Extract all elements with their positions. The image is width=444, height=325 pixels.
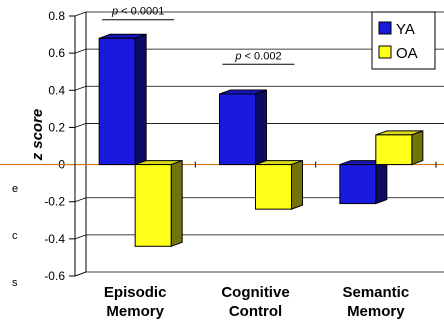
gridline-depth	[74, 197, 87, 203]
bar-side-face	[170, 159, 183, 247]
significance-label: p < 0.0001	[111, 6, 164, 18]
gridline-depth	[74, 48, 87, 54]
bar-oa-0	[134, 159, 183, 247]
bar-side-face	[291, 159, 303, 210]
edge-text-fragment: e	[12, 183, 18, 195]
legend-label-ya: YA	[396, 21, 415, 38]
gridline-depth	[74, 234, 87, 240]
legend-swatch-oa	[378, 45, 392, 59]
y-tick-label: -0.6	[44, 269, 65, 283]
y-tick-label: -0.4	[44, 232, 65, 246]
legend-swatch-ya	[378, 21, 392, 35]
bar-side-face	[375, 159, 388, 205]
y-tick-label: -0.2	[44, 195, 65, 209]
significance-label: p < 0.002	[234, 50, 281, 62]
bar-side-face	[255, 89, 267, 166]
y-tick-label: 0.2	[48, 120, 65, 134]
bar-ya-1	[219, 89, 267, 166]
y-tick-label: 0.8	[48, 9, 65, 23]
bar-oa-2	[375, 130, 424, 166]
bar-layer	[98, 33, 424, 247]
x-category-label: Episodic Memory	[104, 284, 167, 320]
bar-ya-2	[339, 159, 388, 205]
bar-front-face	[339, 164, 377, 205]
bar-side-face	[134, 33, 147, 166]
y-axis-label: z score	[29, 109, 46, 162]
floor-edge	[74, 271, 87, 277]
annotation-layer: p < 0.0001 p < 0.002	[102, 6, 295, 65]
y-tick-label: 0.4	[48, 83, 65, 97]
bar-front-face	[255, 164, 292, 210]
gridline-depth	[74, 11, 87, 17]
bar-oa-1	[255, 159, 303, 210]
gridline-depth	[74, 85, 87, 91]
bar-ya-0	[98, 33, 147, 166]
x-category-label: Cognitive Control	[221, 284, 289, 320]
bar-front-face	[219, 93, 256, 166]
edge-text-fragment: c	[12, 230, 18, 242]
bar-side-face	[411, 130, 424, 166]
legend: YA OA	[371, 11, 436, 70]
label-layer: Episodic Memory Cognitive Control Semantic Me…	[12, 109, 409, 320]
bar-front-face	[134, 164, 172, 247]
bar-front-face	[98, 37, 136, 166]
bar-front-face	[375, 134, 413, 166]
legend-label-oa: OA	[396, 45, 418, 62]
gridline-depth	[74, 123, 87, 128]
x-category-label: Semantic Memory	[342, 284, 409, 320]
edge-text-fragment: s	[12, 277, 18, 289]
y-tick-label: 0.6	[48, 46, 65, 60]
